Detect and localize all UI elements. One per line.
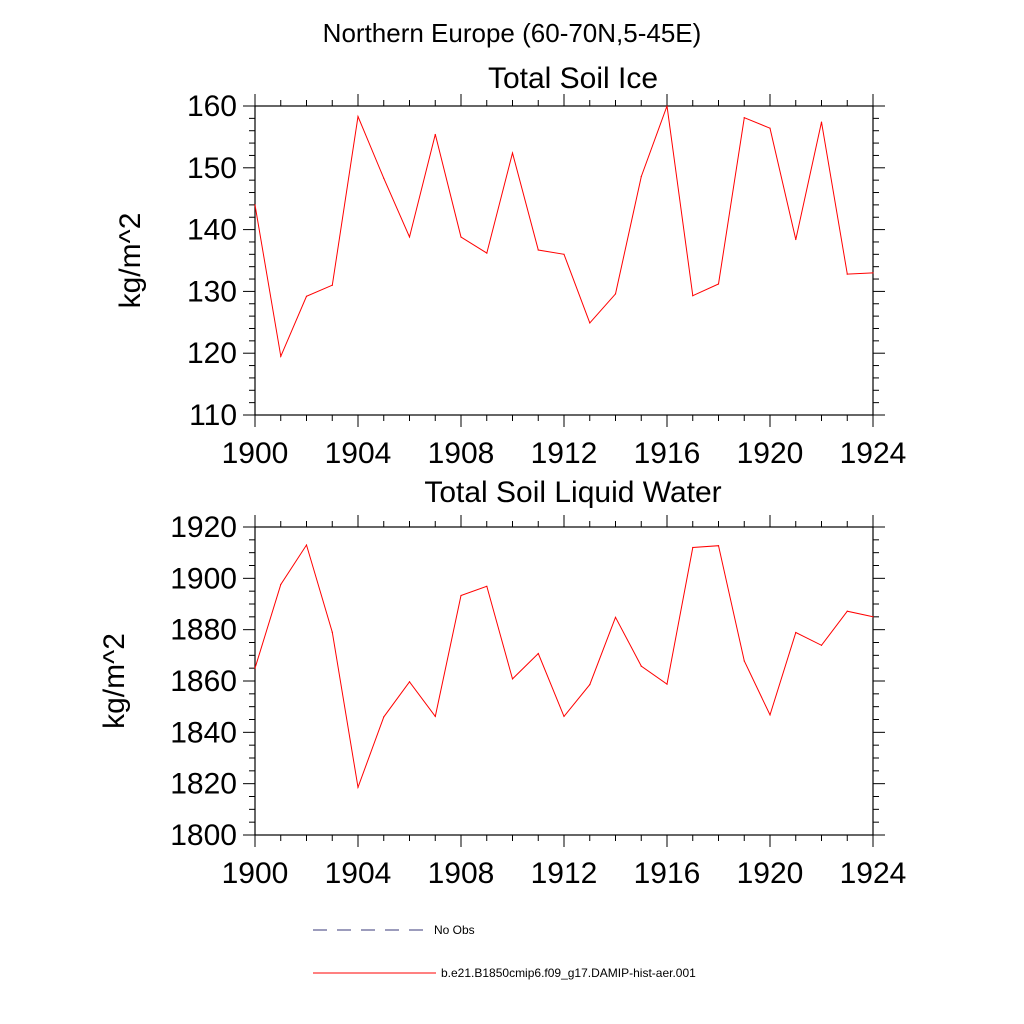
data-point (769, 714, 771, 716)
data-point (692, 295, 694, 297)
data-point (280, 583, 282, 586)
data-point (717, 283, 720, 285)
data-point (511, 152, 514, 154)
y-tick-label: 110 (189, 399, 237, 432)
y-tick-label: 1880 (170, 614, 237, 647)
series-line (254, 543, 874, 790)
data-point (383, 177, 385, 179)
x-tick-label: 1924 (840, 437, 907, 470)
data-point (563, 253, 565, 255)
legend-label-no-obs: No Obs (434, 923, 475, 937)
y-tick-label: 140 (187, 214, 237, 247)
data-point (408, 681, 411, 683)
data-point (820, 644, 823, 646)
figure-title: Northern Europe (60-70N,5-45E) (323, 18, 702, 48)
data-point (692, 546, 694, 549)
x-tick-label: 1908 (428, 437, 495, 470)
data-point (486, 585, 488, 587)
data-point (795, 631, 797, 634)
data-point (460, 594, 462, 597)
data-point (537, 652, 539, 655)
data-point (254, 667, 256, 669)
x-tick-label: 1908 (428, 857, 495, 890)
data-point (486, 252, 488, 254)
data-point (434, 715, 436, 718)
y-tick-label: 1860 (170, 665, 237, 698)
x-tick-label: 1912 (531, 857, 598, 890)
x-tick-label: 1920 (737, 857, 804, 890)
legend-label-model-run: b.e21.B1850cmip6.f09_g17.DAMIP-hist-aer.… (441, 966, 696, 980)
y-tick-label: 1800 (170, 819, 237, 852)
x-tick-label: 1904 (325, 857, 392, 890)
data-point (357, 115, 359, 118)
panel-total-soil-liquid-water: Total Soil Liquid Water 1900 1904 1908 1912 1… (98, 476, 906, 890)
x-tick-label: 1900 (222, 437, 289, 470)
data-point (408, 236, 411, 238)
data-point (743, 660, 745, 662)
x-tick-label: 1912 (531, 437, 598, 470)
data-point (820, 121, 823, 123)
data-point (614, 616, 617, 618)
x-tick-label: 1900 (222, 857, 289, 890)
data-point (717, 545, 720, 547)
y-tick-label: 1840 (170, 716, 237, 749)
y-axis-label: kg/m^2 (114, 213, 147, 309)
x-tick-label: 1916 (634, 437, 701, 470)
data-point (383, 716, 385, 718)
y-tick-label: 150 (187, 152, 237, 185)
data-point (511, 678, 514, 680)
data-point (666, 105, 668, 107)
data-point (537, 249, 539, 251)
data-point (305, 295, 308, 297)
plot-frame (254, 105, 874, 416)
data-point (846, 273, 848, 275)
data-point (795, 238, 797, 241)
data-point (357, 786, 359, 788)
y-tick-label: 1820 (170, 768, 237, 801)
y-tick-label: 160 (187, 90, 237, 123)
y-tick-label: 120 (187, 337, 237, 370)
panel-total-soil-ice: Total Soil Ice 1900 1904 1908 1912 1916 1920 19… (114, 62, 906, 470)
data-point (872, 616, 874, 618)
y-tick-label: 1920 (170, 511, 237, 544)
chart-title: Total Soil Liquid Water (424, 476, 721, 509)
data-point (331, 284, 333, 286)
data-point (769, 127, 771, 129)
x-tick-label: 1924 (840, 857, 907, 890)
data-point (666, 683, 668, 685)
data-point (743, 117, 745, 119)
x-tick-label: 1916 (634, 857, 701, 890)
x-tick-label: 1904 (325, 437, 392, 470)
data-point (331, 631, 333, 633)
data-point (589, 683, 591, 686)
data-point (305, 544, 308, 546)
data-point (614, 293, 617, 295)
data-point (640, 175, 642, 178)
y-axis-label: kg/m^2 (98, 633, 131, 729)
data-point (434, 133, 436, 136)
data-point (563, 715, 565, 718)
legend: No Obs b.e21.B1850cmip6.f09_g17.DAMIP-hi… (313, 923, 696, 980)
data-point (640, 665, 642, 667)
x-tick-label: 1920 (737, 437, 804, 470)
chart-title: Total Soil Ice (488, 62, 658, 95)
data-point (872, 272, 874, 274)
y-tick-label: 130 (187, 275, 237, 308)
data-point (589, 322, 591, 324)
series-line (254, 105, 874, 359)
y-tick-label: 1900 (170, 562, 237, 595)
data-point (846, 610, 848, 612)
data-point (254, 204, 256, 206)
data-point (460, 236, 462, 238)
data-point (280, 355, 282, 357)
